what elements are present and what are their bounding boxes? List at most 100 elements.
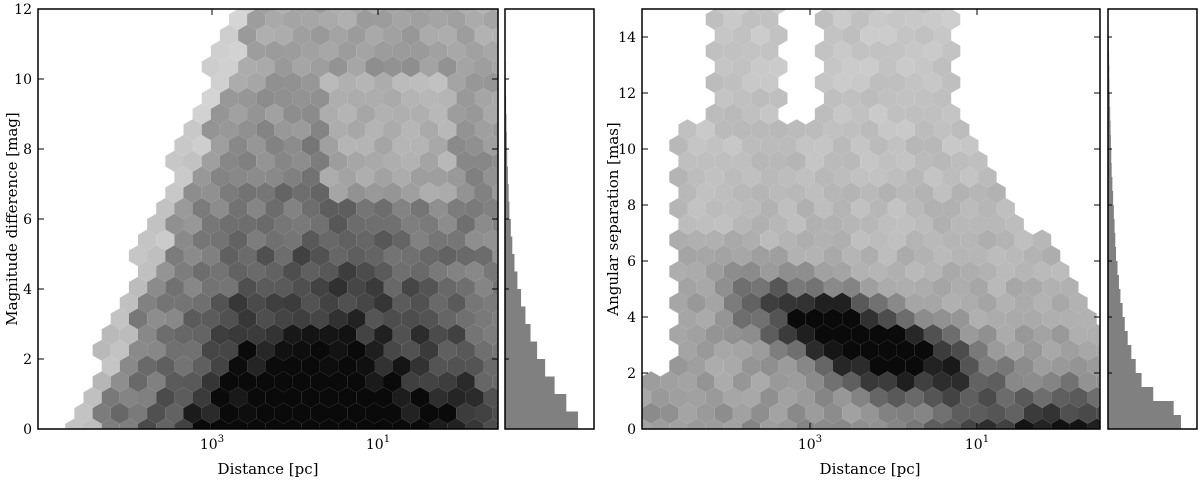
left-hex-482: [474, 56, 493, 78]
left-hex-456: [301, 72, 320, 93]
left-hex-142: [156, 324, 175, 345]
right-hex-318: [787, 213, 806, 235]
right-hex-438: [742, 103, 761, 125]
left-hex-460: [374, 72, 393, 93]
left-hex-321: [429, 198, 448, 219]
left-hist-bar-12: [505, 201, 510, 219]
right-hex-342: [869, 198, 888, 219]
left-hex-294: [292, 213, 311, 235]
left-hex-28: [147, 402, 166, 424]
left-hex-206: [165, 276, 184, 298]
right-hex-184: [751, 308, 770, 330]
left-hex-325: [165, 182, 184, 204]
right-hex-392: [787, 150, 806, 172]
left-hex-162: [128, 308, 148, 330]
right-hex-46: [969, 402, 988, 424]
left-hex-4: [138, 418, 157, 429]
left-hex-3: [119, 418, 138, 429]
left-hex-442: [347, 87, 366, 109]
right-hex-322: [860, 213, 879, 235]
left-hex-501: [238, 24, 257, 46]
right-hex-82: [642, 371, 661, 393]
right-hex-231: [769, 276, 788, 298]
left-hex-94: [101, 355, 120, 377]
right-hex-370: [705, 166, 724, 188]
right-hex-442: [851, 103, 870, 125]
left-hex-479: [419, 56, 439, 78]
left-hex-123: [219, 339, 239, 361]
right-hex-35: [769, 402, 788, 424]
right-hex-275: [769, 245, 788, 267]
left-hex-69: [465, 387, 484, 408]
left-hex-22: [465, 418, 484, 429]
right-hex-233: [805, 276, 824, 298]
right-hex-40: [860, 402, 879, 424]
right-hex-253: [760, 261, 779, 282]
left-hex-228: [192, 261, 211, 282]
right-hex-394: [823, 150, 843, 172]
right-hex-519: [751, 9, 770, 15]
right-hex-480: [914, 56, 933, 78]
right-y-tick-label-0: 0: [627, 422, 636, 438]
left-marginal-histogram: [505, 9, 578, 429]
left-hex-248: [183, 245, 202, 267]
left-hex-454: [265, 72, 284, 93]
right-hex-70: [905, 387, 924, 408]
right-hex-367: [987, 182, 1006, 204]
right-x-tick-label-1: 103: [798, 434, 822, 453]
right-hex-366: [969, 182, 988, 204]
right-hex-86: [714, 371, 733, 393]
right-hex-453: [842, 87, 861, 109]
left-hex-231: [247, 261, 266, 282]
left-hex-386: [265, 135, 284, 156]
right-hex-450: [751, 87, 770, 109]
left-hex-341: [456, 182, 475, 204]
left-hex-303: [456, 213, 475, 235]
right-hex-177: [1051, 324, 1070, 345]
left-hex-165: [183, 308, 202, 330]
left-hex-211: [256, 276, 275, 298]
right-hex-479: [896, 56, 915, 78]
right-hex-449: [732, 87, 752, 109]
right-hex-59: [705, 387, 724, 408]
right-hex-39: [842, 402, 861, 424]
right-hex-92: [823, 371, 843, 393]
left-hex-214: [310, 276, 329, 298]
right-hex-429: [842, 119, 861, 141]
right-x-tick-exp-2: 1: [983, 434, 989, 445]
left-hex-518: [265, 9, 284, 30]
left-hist-bar-8: [505, 271, 518, 289]
left-hist-bar-3: [505, 359, 546, 377]
left-hex-332: [292, 182, 311, 204]
left-hex-17: [374, 418, 393, 429]
right-hex-526: [914, 9, 933, 15]
right-hex-164: [814, 324, 833, 345]
left-hex-119: [147, 339, 166, 361]
right-hist-bar-2: [1108, 387, 1154, 401]
left-hex-39: [347, 402, 366, 424]
left-hex-458: [338, 72, 357, 93]
right-hex-4: [687, 418, 706, 429]
left-hex-528: [447, 9, 466, 30]
right-hex-354: [751, 182, 770, 204]
left-hex-272: [247, 229, 266, 251]
left-hex-343: [492, 184, 498, 202]
left-hex-174: [347, 308, 366, 330]
left-hex-19: [410, 418, 429, 429]
left-hex-385: [247, 135, 266, 156]
left-hex-473: [310, 56, 329, 78]
left-hex-243: [465, 261, 484, 282]
right-hex-484: [742, 40, 761, 62]
left-hex-207: [183, 276, 202, 298]
right-hex-396: [860, 150, 879, 172]
right-hex-106: [1078, 371, 1097, 393]
left-hex-450: [492, 89, 498, 107]
right-x-ticks: [809, 9, 978, 429]
left-hex-36: [292, 402, 311, 424]
left-hex-396: [447, 135, 466, 156]
left-hex-364: [201, 150, 220, 172]
left-hex-320: [410, 198, 429, 219]
left-hex-510: [401, 24, 420, 46]
right-hex-260: [887, 261, 906, 282]
left-hex-262: [438, 245, 457, 267]
